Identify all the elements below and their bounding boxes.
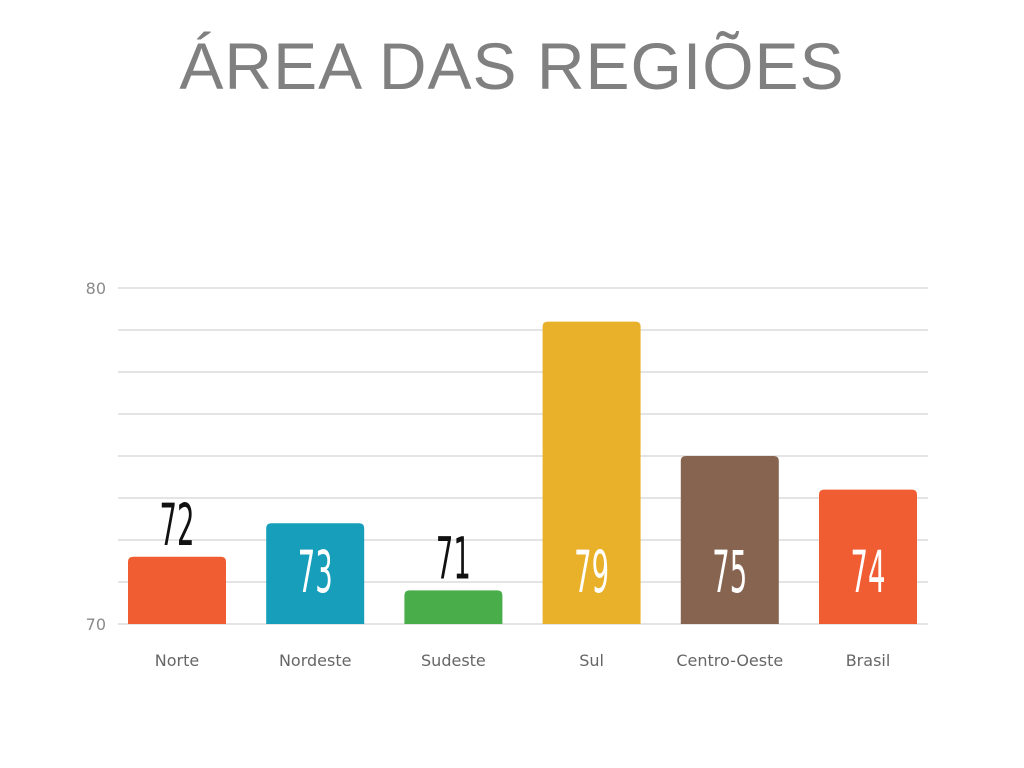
x-tick-label: Sul	[579, 651, 604, 670]
y-tick-label: 80	[86, 279, 106, 298]
bar-norte	[128, 556, 226, 624]
value-labels: 72 73 71 79 75 74	[160, 491, 886, 606]
bar-centro-oeste	[680, 456, 779, 624]
y-tick-label: 70	[86, 615, 106, 634]
data-label: 79	[574, 538, 609, 606]
chart-title: ÁREA DAS REGIÕES	[179, 29, 845, 103]
x-tick-label: Norte	[155, 651, 199, 670]
bars	[128, 321, 917, 624]
x-tick-label: Sudeste	[421, 651, 486, 670]
data-label: 71	[436, 525, 471, 593]
data-label: 75	[712, 538, 747, 606]
data-label: 72	[160, 491, 195, 559]
grid-lines	[118, 287, 928, 625]
x-tick-label: Nordeste	[279, 651, 352, 670]
bar-sudeste	[404, 590, 503, 624]
data-label: 73	[298, 538, 333, 606]
bar-brasil	[819, 489, 917, 624]
x-tick-label: Brasil	[846, 651, 891, 670]
x-axis-labels: Norte Nordeste Sudeste Sul Centro-Oeste Brasi…	[155, 651, 891, 670]
bar-sul	[542, 321, 641, 624]
bar-nordeste	[266, 523, 365, 624]
x-tick-label: Centro-Oeste	[676, 651, 783, 670]
data-label: 74	[851, 538, 886, 606]
y-axis-ticks: 70 80	[86, 279, 106, 634]
